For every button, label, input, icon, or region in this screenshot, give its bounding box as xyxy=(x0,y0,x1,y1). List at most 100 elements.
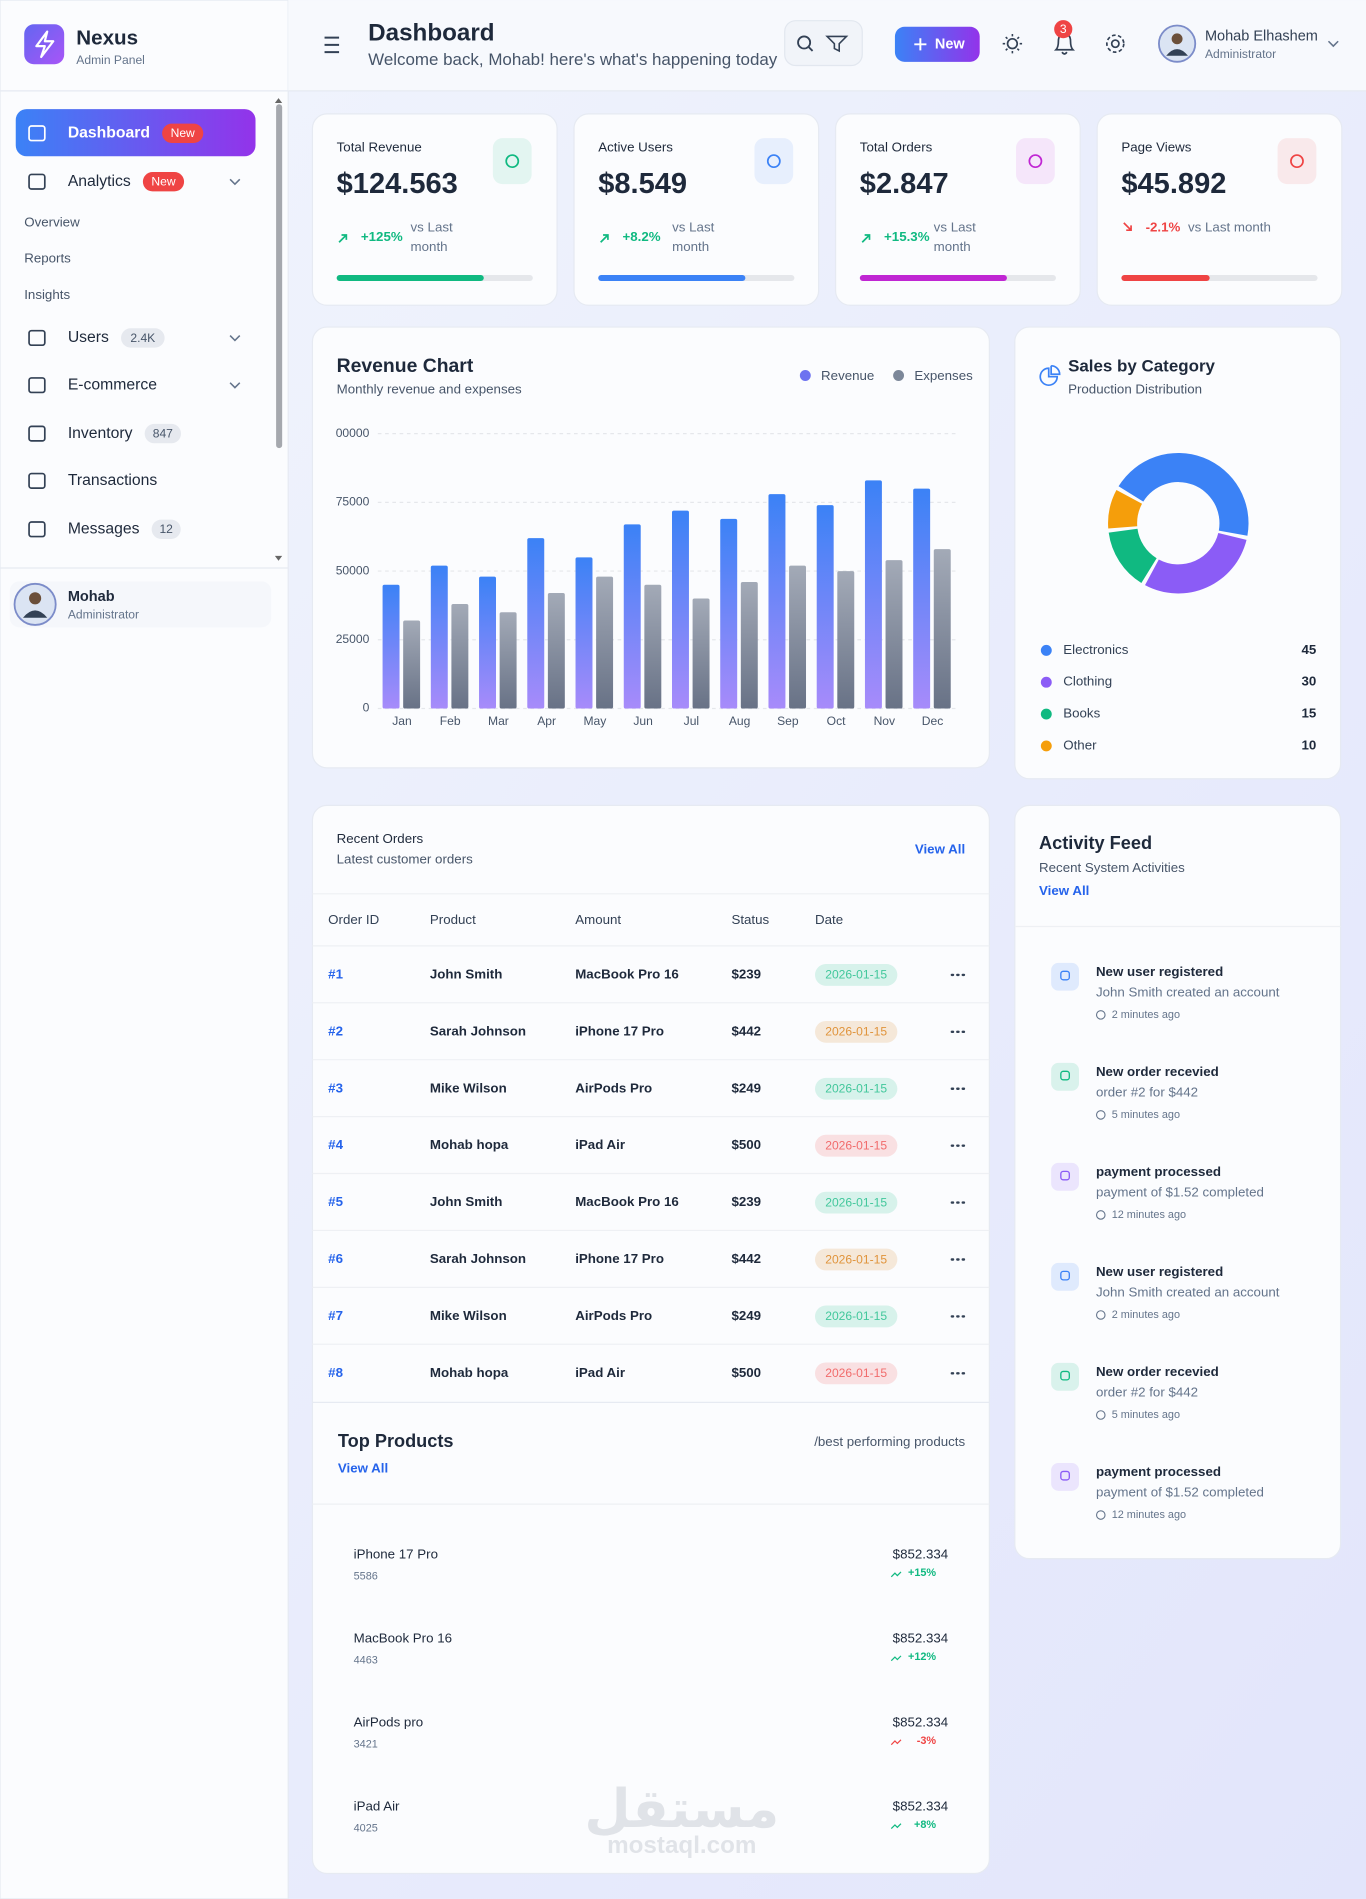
bar xyxy=(499,612,517,709)
stat-note-box: vs Last month xyxy=(1188,220,1271,235)
settings-button[interactable] xyxy=(1110,39,1120,49)
nav-label[interactable]: Messages xyxy=(68,520,140,537)
nav-icon xyxy=(28,521,46,538)
order-id: #7 xyxy=(328,1308,343,1323)
new-button-label: New xyxy=(935,37,966,53)
stat-note-box: vs Last month xyxy=(934,220,976,254)
stat-icon-box xyxy=(754,138,794,185)
search-box[interactable] xyxy=(784,20,863,67)
activity-item-time: 5 minutes ago xyxy=(1112,1409,1180,1421)
stat-icon-box xyxy=(492,138,532,185)
status-pill xyxy=(814,1305,898,1328)
user-menu-chevron[interactable] xyxy=(1327,40,1339,48)
nav-label[interactable]: Dashboard xyxy=(68,124,150,141)
x-tick-label: Jan xyxy=(392,714,411,728)
stat-card xyxy=(573,113,820,306)
subnav-item[interactable]: Insights xyxy=(24,287,70,302)
order-id: #5 xyxy=(328,1194,343,1209)
stat-value: $124.563 xyxy=(337,168,458,200)
trend-icon xyxy=(890,1739,902,1746)
order-cell: $239 xyxy=(731,1194,761,1209)
order-cell: Mike Wilson xyxy=(430,1080,507,1095)
column-header: Product xyxy=(430,912,476,927)
brand-tagline: Admin Panel xyxy=(76,53,145,67)
nav-badge xyxy=(121,328,165,348)
chart-icon xyxy=(1039,364,1061,386)
stat-value: $8.549 xyxy=(598,168,687,200)
nav-item-active[interactable] xyxy=(15,109,256,157)
order-cell: Sarah Johnson xyxy=(430,1251,526,1266)
product-price: $852.334 xyxy=(893,1714,949,1729)
bar xyxy=(672,510,689,709)
trend-icon xyxy=(890,1823,902,1829)
stat-value: $2.847 xyxy=(860,168,949,200)
activity-item-title: payment processed xyxy=(1096,1164,1221,1179)
stat-icon xyxy=(1290,154,1304,169)
activity-item-time: 12 minutes ago xyxy=(1112,1509,1186,1521)
order-cell: MacBook Pro 16 xyxy=(575,966,679,981)
filter-icon[interactable] xyxy=(825,35,849,53)
profile-avatar xyxy=(13,582,57,626)
x-tick-label: Dec xyxy=(922,714,944,728)
nav-label[interactable]: Users xyxy=(68,329,109,346)
view-all-link[interactable]: View All xyxy=(915,842,965,857)
bar xyxy=(789,565,807,709)
order-cell: $500 xyxy=(731,1365,761,1380)
status-pill xyxy=(814,1362,898,1385)
bar xyxy=(768,494,786,709)
view-all-link[interactable]: View All xyxy=(338,1461,388,1476)
x-tick-label: Apr xyxy=(537,714,556,728)
y-tick-label: 25000 xyxy=(336,632,370,646)
order-id: #8 xyxy=(328,1365,343,1380)
view-all-link[interactable]: View All xyxy=(1039,883,1089,898)
theme-toggle[interactable] xyxy=(1006,37,1019,50)
nav-label[interactable]: Transactions xyxy=(68,472,158,489)
donut-slice xyxy=(1118,452,1249,536)
bar xyxy=(644,584,662,709)
nav-badge-text: 847 xyxy=(153,426,173,440)
activity-item-text: John Smith created an account xyxy=(1096,985,1280,1000)
legend-value: 30 xyxy=(1302,674,1317,689)
clock-icon xyxy=(1096,1010,1106,1020)
nav-label[interactable]: Inventory xyxy=(68,425,133,442)
activity-item-text: order #2 for $442 xyxy=(1096,1085,1198,1100)
sidebar xyxy=(0,0,289,1899)
legend-swatch xyxy=(1040,740,1052,752)
order-id: #1 xyxy=(328,966,343,981)
clock-icon xyxy=(1096,1210,1106,1220)
legend-swatch xyxy=(1040,676,1052,688)
page-subtitle: Welcome back, Mohab! here's what's happe… xyxy=(368,50,778,69)
bar xyxy=(885,560,903,709)
nav-badge-text: New xyxy=(151,175,175,189)
order-cell: MacBook Pro 16 xyxy=(575,1194,679,1209)
activity-icon xyxy=(1060,1470,1070,1481)
activity-item-title: New user registered xyxy=(1096,964,1223,979)
subnav-item[interactable]: Reports xyxy=(24,251,71,266)
watermark-latin: mostaql.com xyxy=(607,1832,756,1859)
subnav-item[interactable]: Overview xyxy=(24,214,80,229)
stat-note-box: vs Last month xyxy=(411,220,453,254)
product-price: $852.334 xyxy=(893,1798,949,1813)
status-date: 2026-01-15 xyxy=(825,1138,887,1152)
stat-change: +8.2% xyxy=(622,229,660,244)
stat-title: Total Orders xyxy=(860,139,933,154)
status-date: 2026-01-15 xyxy=(825,1366,887,1380)
activity-item-text: John Smith created an account xyxy=(1096,1285,1280,1300)
profile-card[interactable] xyxy=(9,581,272,628)
order-id: #2 xyxy=(328,1023,343,1038)
order-cell: Mike Wilson xyxy=(430,1308,507,1323)
profile-role: Administrator xyxy=(68,607,139,621)
activity-item-title: New order recevied xyxy=(1096,1364,1219,1379)
watermark-arabic: مستقل xyxy=(584,1780,779,1839)
status-pill xyxy=(814,1134,898,1157)
donut-slice xyxy=(1108,528,1157,583)
nav-label[interactable]: E-commerce xyxy=(68,376,157,393)
product-change: +12% xyxy=(908,1651,936,1663)
new-button[interactable] xyxy=(894,26,980,62)
menu-button[interactable] xyxy=(324,36,340,54)
nav-label[interactable]: Analytics xyxy=(68,173,131,190)
order-cell: Sarah Johnson xyxy=(430,1023,526,1038)
bar xyxy=(479,576,497,709)
chart-subtitle: Monthly revenue and expenses xyxy=(337,382,522,397)
